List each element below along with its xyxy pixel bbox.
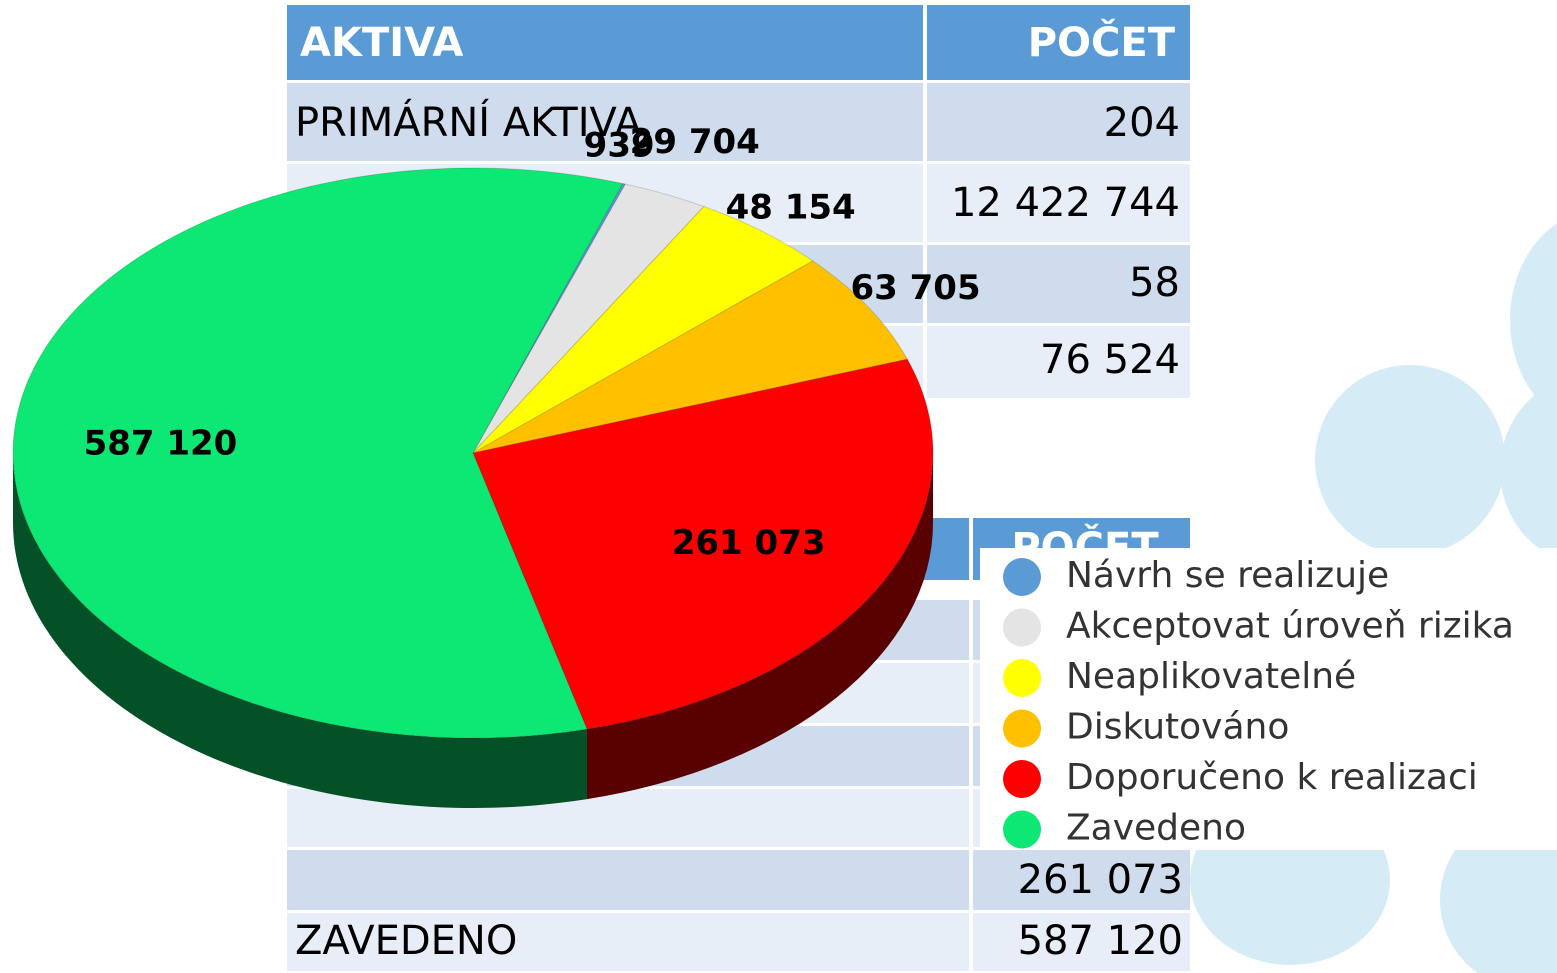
data-label: 29 704	[630, 122, 760, 162]
pie-slice	[472, 182, 627, 454]
table-header: POČET	[1028, 18, 1176, 66]
pie-side	[13, 453, 587, 808]
table-cell: 76 524	[1040, 337, 1180, 383]
pie-slice	[472, 260, 909, 454]
pie-side	[586, 453, 933, 800]
table-cell: 587 120	[1018, 918, 1183, 964]
legend-label: Zavedeno	[1066, 808, 1246, 849]
data-label: 63 705	[851, 268, 981, 308]
legend-label: Diskutováno	[1066, 707, 1289, 748]
table-cell: 58	[1129, 260, 1180, 306]
table-cell: 204	[1104, 100, 1180, 146]
legend-marker	[1003, 760, 1041, 798]
pie-slice	[472, 183, 705, 454]
legend-marker	[1003, 810, 1041, 849]
table-cell: 12 422 744	[951, 180, 1180, 226]
legend-marker	[1003, 709, 1041, 748]
legend-marker	[1003, 558, 1041, 596]
legend-label: Návrh se realizuje	[1066, 555, 1389, 596]
legend-label: Akceptovat úroveň rizika	[1066, 606, 1514, 647]
data-label: 48 154	[726, 187, 856, 227]
table-cell: ZAVEDENO	[295, 918, 517, 964]
table-cell: 261 073	[1018, 857, 1183, 903]
legend-marker	[1003, 659, 1041, 697]
table-header: AKTIVA	[300, 20, 463, 66]
legend: Návrh se realizuje Akceptovat úroveň rizi…	[1003, 555, 1514, 849]
legend-box	[980, 548, 1557, 850]
data-label: 939	[584, 125, 655, 165]
pie-slice	[12, 167, 624, 739]
pie-slice	[472, 205, 814, 454]
data-label: 587 120	[84, 424, 238, 464]
table-cell: PRIMÁRNÍ AKTIVA	[295, 98, 642, 146]
legend-label: Doporučeno k realizaci	[1066, 757, 1478, 798]
data-label: 261 073	[672, 523, 826, 563]
legend-marker	[1003, 608, 1041, 647]
legend-label: Neaplikovatelné	[1066, 656, 1356, 697]
pie-slice	[472, 358, 934, 730]
